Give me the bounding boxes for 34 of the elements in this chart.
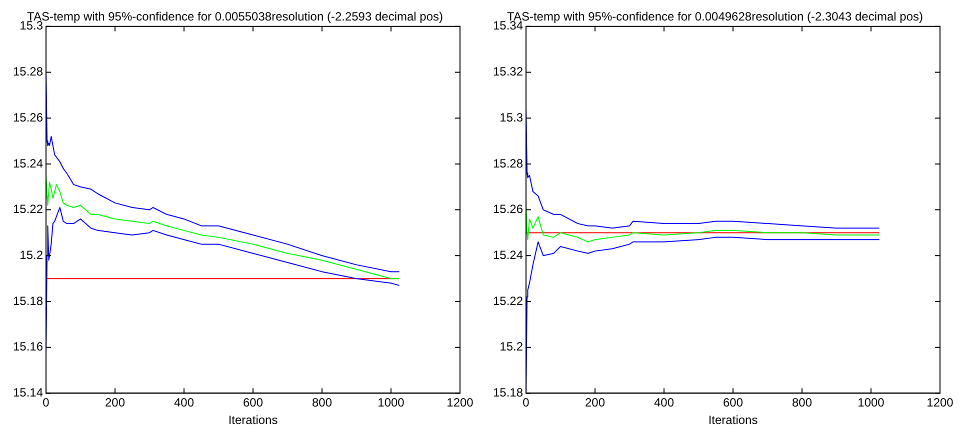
- x-tick-label: 1200: [926, 396, 954, 410]
- y-tick-label: 15.24: [13, 156, 44, 170]
- y-tick-label: 15.22: [13, 202, 44, 216]
- y-tick-label: 15.24: [493, 248, 524, 262]
- x-tick-label: 400: [174, 396, 194, 410]
- y-tick-label: 15.18: [493, 386, 524, 400]
- y-tick-label: 15.2: [500, 340, 524, 354]
- x-tick-label: 600: [243, 396, 264, 410]
- x-tick-label: 200: [585, 396, 606, 410]
- y-tick-label: 15.14: [13, 386, 44, 400]
- y-tick-label: 15.3: [500, 110, 524, 124]
- y-tick-label: 15.26: [493, 202, 524, 216]
- x-tick-label: 200: [105, 396, 126, 410]
- x-tick-label: 800: [312, 396, 332, 410]
- y-tick-label: 15.18: [13, 294, 44, 308]
- x-tick-label: 1200: [446, 396, 474, 410]
- y-tick-label: 15.28: [13, 64, 44, 79]
- y-tick-label: 15.26: [13, 110, 44, 124]
- y-tick-label: 15.28: [493, 156, 524, 170]
- x-axis-title: Iterations: [228, 413, 278, 428]
- y-tick-label: 15.22: [493, 294, 524, 308]
- chart-title: TAS-temp with 95%-confidence for 0.0049628resolution (-2.3043 decimal pos): [506, 10, 924, 24]
- x-tick-label: 600: [723, 396, 744, 410]
- x-tick-label: 0: [522, 396, 530, 410]
- y-tick-label: 15.32: [493, 64, 524, 79]
- x-tick-label: 400: [654, 396, 674, 410]
- x-tick-label: 1000: [378, 396, 405, 410]
- x-axis-title: Iterations: [708, 413, 758, 428]
- chart-title: TAS-temp with 95%-confidence for 0.0055038resolution (-2.2593 decimal pos): [26, 10, 444, 24]
- y-tick-label: 15.16: [13, 340, 44, 354]
- x-tick-label: 800: [792, 396, 812, 410]
- x-tick-label: 0: [42, 396, 50, 410]
- y-tick-label: 15.2: [20, 248, 44, 262]
- x-tick-label: 1000: [858, 396, 885, 410]
